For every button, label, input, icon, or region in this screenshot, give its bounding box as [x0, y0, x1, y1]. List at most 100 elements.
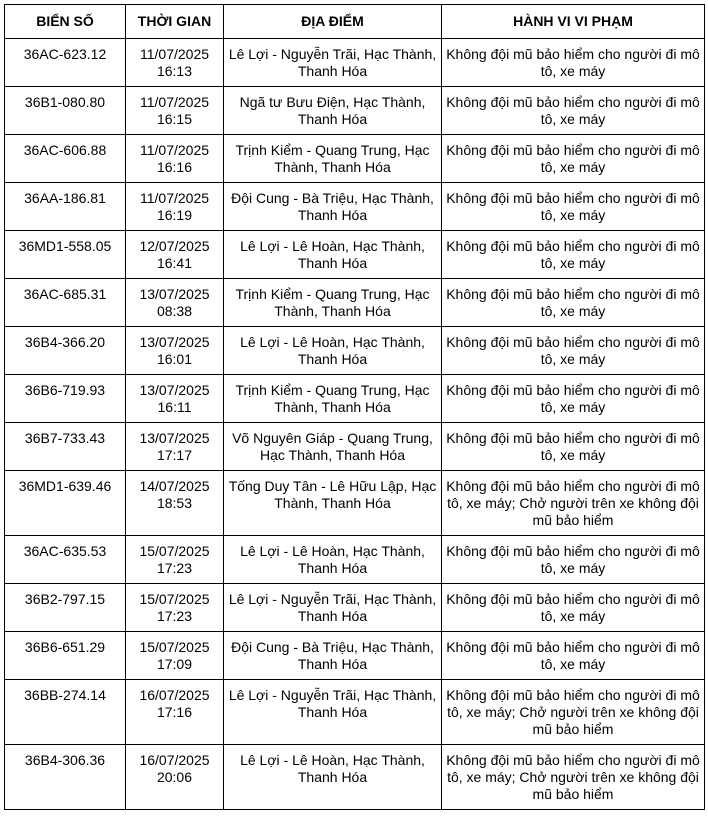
plate-cell: 36AC-606.88: [4, 134, 126, 183]
time-cell: 11/07/2025 16:19: [125, 182, 224, 231]
location-cell: Võ Nguyên Giáp - Quang Trung, Hạc Thành,…: [223, 422, 442, 471]
plate-cell: 36AC-685.31: [4, 278, 126, 327]
table-row: 36AC-623.12 11/07/2025 16:13 Lê Lợi - Nguyễ…: [4, 38, 705, 87]
violation-cell: Không đội mũ bảo hiểm cho người đi mô tô…: [441, 326, 705, 375]
time-cell: 11/07/2025 16:13: [125, 38, 224, 87]
location-cell: Ngã tư Bưu Điện, Hạc Thành, Thanh Hóa: [223, 86, 442, 135]
header-time: THỜI GIAN: [125, 4, 224, 39]
location-cell: Đội Cung - Bà Triệu, Hạc Thành, Thanh Hó…: [223, 631, 442, 680]
location-cell: Lê Lợi - Lê Hoàn, Hạc Thành, Thanh Hóa: [223, 230, 442, 279]
plate-cell: 36MD1-558.05: [4, 230, 126, 279]
violation-cell: Không đội mũ bảo hiểm cho người đi mô tô…: [441, 535, 705, 584]
table-row: 36B6-651.29 15/07/2025 17:09 Đội Cung - Bà …: [4, 631, 705, 680]
time-text: 16:13: [156, 63, 193, 79]
date-text: 11/07/2025: [139, 142, 210, 158]
date-text: 13/07/2025: [139, 382, 210, 398]
table-row: 36BB-274.14 16/07/2025 17:16 Lê Lợi - Nguyễ…: [4, 679, 705, 745]
plate-cell: 36B4-306.36: [4, 744, 126, 810]
plate-cell: 36B4-366.20: [4, 326, 126, 375]
date-text: 15/07/2025: [139, 639, 210, 655]
time-text: 18:53: [156, 495, 193, 511]
violation-cell: Không đội mũ bảo hiểm cho người đi mô tô…: [441, 583, 705, 632]
time-cell: 14/07/2025 18:53: [125, 470, 224, 536]
plate-cell: 36AA-186.81: [4, 182, 126, 231]
violation-cell: Không đội mũ bảo hiểm cho người đi mô tô…: [441, 86, 705, 135]
location-cell: Lê Lợi - Nguyễn Trãi, Hạc Thành, Thanh H…: [223, 583, 442, 632]
date-text: 16/07/2025: [139, 752, 210, 768]
time-cell: 13/07/2025 16:11: [125, 374, 224, 423]
header-plate: BIỂN SỐ: [4, 4, 126, 39]
plate-cell: 36B6-719.93: [4, 374, 126, 423]
time-cell: 16/07/2025 20:06: [125, 744, 224, 810]
violation-cell: Không đội mũ bảo hiểm cho người đi mô tô…: [441, 470, 705, 536]
violation-cell: Không đội mũ bảo hiểm cho người đi mô tô…: [441, 679, 705, 745]
date-text: 11/07/2025: [139, 190, 210, 206]
date-text: 13/07/2025: [139, 334, 210, 350]
time-cell: 15/07/2025 17:23: [125, 535, 224, 584]
violation-cell: Không đội mũ bảo hiểm cho người đi mô tô…: [441, 744, 705, 810]
violation-cell: Không đội mũ bảo hiểm cho người đi mô tô…: [441, 230, 705, 279]
location-cell: Trịnh Kiểm - Quang Trung, Hạc Thành, Tha…: [223, 278, 442, 327]
time-cell: 15/07/2025 17:23: [125, 583, 224, 632]
time-text: 16:15: [156, 111, 193, 127]
violation-cell: Không đội mũ bảo hiểm cho người đi mô tô…: [441, 374, 705, 423]
table-row: 36B2-797.15 15/07/2025 17:23 Lê Lợi - Nguyễ…: [4, 583, 705, 632]
violation-cell: Không đội mũ bảo hiểm cho người đi mô tô…: [441, 422, 705, 471]
plate-cell: 36MD1-639.46: [4, 470, 126, 536]
header-row: BIỂN SỐ THỜI GIAN ĐỊA ĐIỂM HÀNH VI VI PH…: [4, 4, 705, 39]
table-row: 36B4-366.20 13/07/2025 16:01 Lê Lợi - Lê Ho…: [4, 326, 705, 375]
date-text: 12/07/2025: [139, 238, 210, 254]
table-row: 36B7-733.43 13/07/2025 17:17 Võ Nguyên Giáp…: [4, 422, 705, 471]
time-cell: 11/07/2025 16:15: [125, 86, 224, 135]
plate-cell: 36B7-733.43: [4, 422, 126, 471]
time-text: 16:11: [157, 399, 192, 415]
plate-cell: 36B2-797.15: [4, 583, 126, 632]
date-text: 14/07/2025: [139, 478, 210, 494]
time-text: 17:16: [156, 704, 193, 720]
table-row: 36B1-080.80 11/07/2025 16:15 Ngã tư Bưu Điệ…: [4, 86, 705, 135]
location-cell: Tống Duy Tân - Lê Hữu Lập, Hạc Thành, Th…: [223, 470, 442, 536]
header-location: ĐỊA ĐIỂM: [223, 4, 442, 39]
header-violation: HÀNH VI VI PHẠM: [441, 4, 705, 39]
violation-cell: Không đội mũ bảo hiểm cho người đi mô tô…: [441, 182, 705, 231]
plate-cell: 36BB-274.14: [4, 679, 126, 745]
date-text: 15/07/2025: [139, 591, 210, 607]
time-text: 17:17: [156, 447, 193, 463]
time-text: 20:06: [156, 769, 193, 785]
violations-table: BIỂN SỐ THỜI GIAN ĐỊA ĐIỂM HÀNH VI VI PH…: [4, 4, 705, 810]
time-cell: 16/07/2025 17:16: [125, 679, 224, 745]
time-cell: 11/07/2025 16:16: [125, 134, 224, 183]
time-cell: 13/07/2025 17:17: [125, 422, 224, 471]
plate-cell: 36B6-651.29: [4, 631, 126, 680]
plate-cell: 36AC-623.12: [4, 38, 126, 87]
time-text: 17:09: [156, 656, 193, 672]
violation-cell: Không đội mũ bảo hiểm cho người đi mô tô…: [441, 631, 705, 680]
location-cell: Trịnh Kiểm - Quang Trung, Hạc Thành, Tha…: [223, 134, 442, 183]
time-cell: 12/07/2025 16:41: [125, 230, 224, 279]
table-row: 36AC-606.88 11/07/2025 16:16 Trịnh Kiểm - Q…: [4, 134, 705, 183]
location-cell: Lê Lợi - Lê Hoàn, Hạc Thành, Thanh Hóa: [223, 326, 442, 375]
date-text: 11/07/2025: [139, 46, 210, 62]
date-text: 13/07/2025: [139, 286, 210, 302]
time-text: 16:41: [156, 255, 193, 271]
location-cell: Đội Cung - Bà Triệu, Hạc Thành, Thanh Hó…: [223, 182, 442, 231]
time-text: 17:23: [156, 560, 193, 576]
time-text: 16:19: [156, 207, 193, 223]
plate-cell: 36AC-635.53: [4, 535, 126, 584]
table-row: 36MD1-639.46 14/07/2025 18:53 Tống Duy Tân …: [4, 470, 705, 536]
plate-cell: 36B1-080.80: [4, 86, 126, 135]
time-text: 17:23: [156, 608, 193, 624]
violation-cell: Không đội mũ bảo hiểm cho người đi mô tô…: [441, 38, 705, 87]
table-row: 36MD1-558.05 12/07/2025 16:41 Lê Lợi - Lê H…: [4, 230, 705, 279]
table-row: 36AC-685.31 13/07/2025 08:38 Trịnh Kiểm - Q…: [4, 278, 705, 327]
location-cell: Lê Lợi - Lê Hoàn, Hạc Thành, Thanh Hóa: [223, 744, 442, 810]
location-cell: Lê Lợi - Nguyễn Trãi, Hạc Thành, Thanh H…: [223, 679, 442, 745]
table-row: 36AC-635.53 15/07/2025 17:23 Lê Lợi - Lê Ho…: [4, 535, 705, 584]
location-cell: Lê Lợi - Lê Hoàn, Hạc Thành, Thanh Hóa: [223, 535, 442, 584]
time-text: 16:01: [156, 351, 193, 367]
table-row: 36B4-306.36 16/07/2025 20:06 Lê Lợi - Lê Ho…: [4, 744, 705, 810]
date-text: 15/07/2025: [139, 543, 210, 559]
violation-cell: Không đội mũ bảo hiểm cho người đi mô tô…: [441, 278, 705, 327]
location-cell: Lê Lợi - Nguyễn Trãi, Hạc Thành, Thanh H…: [223, 38, 442, 87]
time-cell: 13/07/2025 08:38: [125, 278, 224, 327]
